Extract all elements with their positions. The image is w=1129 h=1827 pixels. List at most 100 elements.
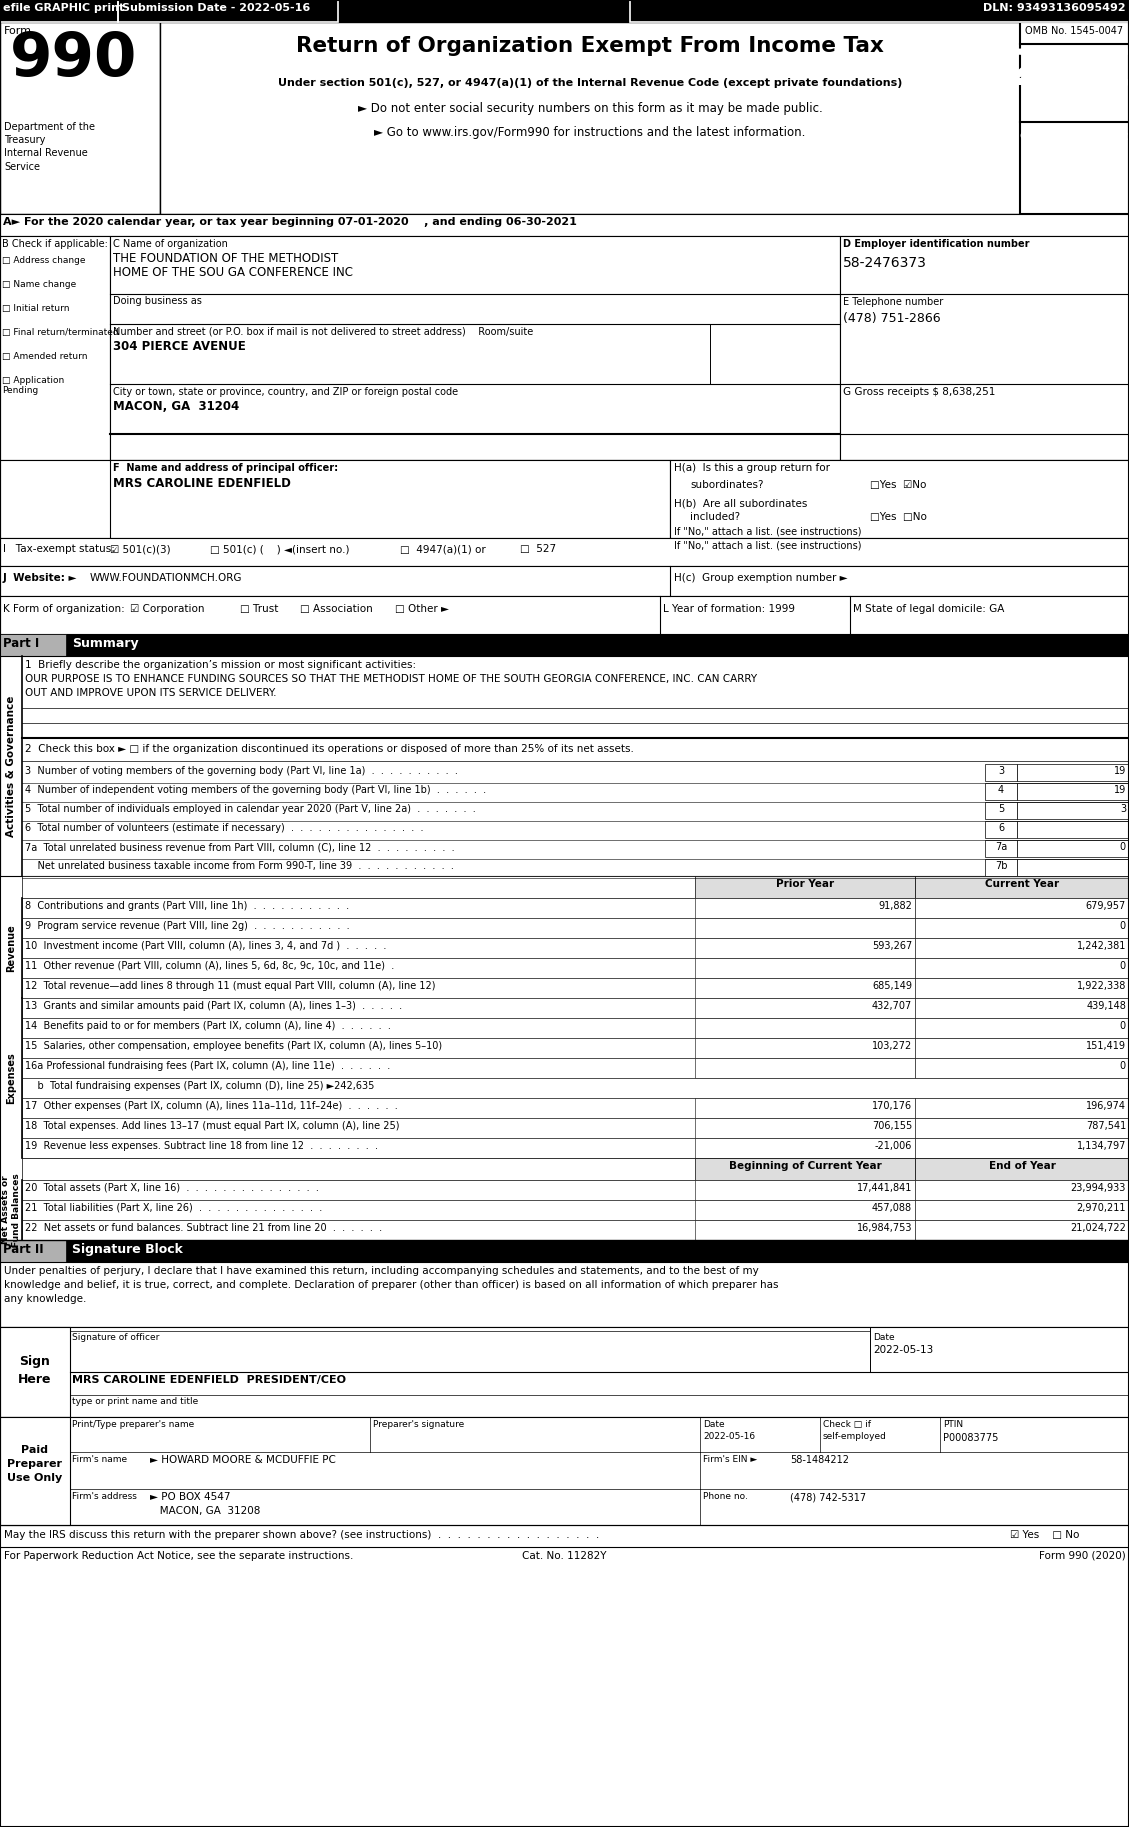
Text: Signature of officer: Signature of officer: [72, 1334, 159, 1343]
Bar: [21, 917, 1129, 937]
Bar: [914, 1220, 1129, 1241]
Text: 990: 990: [10, 29, 138, 90]
Text: knowledge and belief, it is true, correct, and complete. Declaration of preparer: knowledge and belief, it is true, correc…: [5, 1281, 779, 1290]
Text: OUR PURPOSE IS TO ENHANCE FUNDING SOURCES SO THAT THE METHODIST HOME OF THE SOUT: OUR PURPOSE IS TO ENHANCE FUNDING SOURCE…: [25, 674, 758, 683]
Bar: [914, 1058, 1129, 1078]
Text: 685,149: 685,149: [872, 981, 912, 990]
Bar: [984, 764, 1017, 780]
Bar: [695, 1220, 914, 1241]
Bar: [1017, 840, 1129, 857]
Text: Check □ if: Check □ if: [823, 1420, 870, 1429]
Text: I   Tax-exempt status:: I Tax-exempt status:: [3, 544, 115, 554]
Text: Expenses: Expenses: [6, 1052, 16, 1104]
Text: 593,267: 593,267: [872, 941, 912, 952]
Text: May the IRS discuss this return with the preparer shown above? (see instructions: May the IRS discuss this return with the…: [5, 1529, 599, 1540]
Bar: [914, 1098, 1129, 1118]
Bar: [984, 784, 1017, 800]
Text: Paid
Preparer
Use Only: Paid Preparer Use Only: [8, 1445, 62, 1484]
Text: 19: 19: [1113, 786, 1126, 795]
Bar: [160, 22, 1019, 214]
Text: DLN: 93493136095492: DLN: 93493136095492: [983, 4, 1126, 13]
Text: 19  Revenue less expenses. Subtract line 18 from line 12  .  .  .  .  .  .  .  .: 19 Revenue less expenses. Subtract line …: [25, 1142, 378, 1151]
Text: Sign
Here: Sign Here: [18, 1356, 52, 1387]
Text: 14  Benefits paid to or for members (Part IX, column (A), line 4)  .  .  .  .  .: 14 Benefits paid to or for members (Part…: [25, 1021, 391, 1030]
Text: Open to Public
Inspection: Open to Public Inspection: [1021, 130, 1129, 161]
Text: Firm's address: Firm's address: [72, 1493, 137, 1502]
Bar: [695, 917, 914, 937]
Text: 0: 0: [1120, 921, 1126, 932]
Text: 23,994,933: 23,994,933: [1070, 1184, 1126, 1193]
Bar: [695, 937, 914, 957]
Bar: [21, 957, 1129, 977]
Text: 7a: 7a: [995, 842, 1007, 851]
Bar: [695, 1158, 914, 1180]
Bar: [21, 998, 1129, 1018]
Bar: [21, 1018, 1129, 1038]
Bar: [695, 1138, 914, 1158]
Text: 151,419: 151,419: [1086, 1041, 1126, 1051]
Text: Current Year: Current Year: [984, 879, 1059, 890]
Text: 7a  Total unrelated business revenue from Part VIII, column (C), line 12  .  .  : 7a Total unrelated business revenue from…: [25, 842, 455, 851]
Text: WWW.FOUNDATIONMCH.ORG: WWW.FOUNDATIONMCH.ORG: [90, 574, 243, 583]
Text: Date: Date: [873, 1334, 894, 1343]
Text: C Name of organization: C Name of organization: [113, 239, 228, 248]
Text: 3: 3: [998, 766, 1004, 776]
Text: 5: 5: [998, 804, 1004, 815]
Text: □  527: □ 527: [520, 544, 557, 554]
Text: 16a Professional fundraising fees (Part IX, column (A), line 11e)  .  .  .  .  .: 16a Professional fundraising fees (Part …: [25, 1061, 391, 1071]
Bar: [0, 22, 160, 214]
Text: F  Name and address of principal officer:: F Name and address of principal officer:: [113, 462, 338, 473]
Text: H(a)  Is this a group return for: H(a) Is this a group return for: [674, 462, 830, 473]
Text: 0: 0: [1120, 1061, 1126, 1071]
Bar: [0, 656, 1129, 875]
Text: K Form of organization:: K Form of organization:: [3, 605, 124, 614]
Text: 17,441,841: 17,441,841: [857, 1184, 912, 1193]
Text: If "No," attach a list. (see instructions): If "No," attach a list. (see instruction…: [674, 541, 861, 552]
Bar: [695, 1118, 914, 1138]
Bar: [21, 1180, 1129, 1200]
Text: J  Website: ►: J Website: ►: [3, 574, 78, 583]
Bar: [21, 1118, 1129, 1138]
Text: □ Address change: □ Address change: [2, 256, 86, 265]
Bar: [914, 1118, 1129, 1138]
Text: □  4947(a)(1) or: □ 4947(a)(1) or: [400, 544, 485, 554]
Bar: [110, 460, 669, 537]
Text: 2020: 2020: [1006, 48, 1129, 95]
Bar: [695, 1018, 914, 1038]
Bar: [0, 566, 1129, 596]
Bar: [21, 1098, 1129, 1118]
Text: 91,882: 91,882: [878, 901, 912, 912]
Text: E Telephone number: E Telephone number: [843, 298, 943, 307]
Text: Submission Date - 2022-05-16: Submission Date - 2022-05-16: [122, 4, 310, 13]
Text: □ Trust: □ Trust: [240, 605, 279, 614]
Bar: [695, 977, 914, 998]
Bar: [914, 1200, 1129, 1220]
Text: b  Total fundraising expenses (Part IX, column (D), line 25) ►242,635: b Total fundraising expenses (Part IX, c…: [25, 1082, 375, 1091]
Bar: [695, 1200, 914, 1220]
Text: Revenue: Revenue: [6, 924, 16, 972]
Text: Number and street (or P.O. box if mail is not delivered to street address)    Ro: Number and street (or P.O. box if mail i…: [113, 327, 533, 336]
Text: Signature Block: Signature Block: [72, 1242, 183, 1255]
Text: 432,707: 432,707: [872, 1001, 912, 1010]
Text: 4  Number of independent voting members of the governing body (Part VI, line 1b): 4 Number of independent voting members o…: [25, 786, 487, 795]
Text: □Yes  ☑No: □Yes ☑No: [870, 481, 927, 490]
Bar: [21, 1138, 1129, 1158]
Text: □Yes  □No: □Yes □No: [870, 512, 927, 523]
Text: 457,088: 457,088: [872, 1202, 912, 1213]
Text: 1  Briefly describe the organization’s mission or most significant activities:: 1 Briefly describe the organization’s mi…: [25, 660, 417, 671]
Text: any knowledge.: any knowledge.: [5, 1294, 87, 1304]
Text: ► PO BOX 4547: ► PO BOX 4547: [150, 1493, 230, 1502]
Text: type or print name and title: type or print name and title: [72, 1398, 199, 1407]
Text: ☑ 501(c)(3): ☑ 501(c)(3): [110, 544, 170, 554]
Bar: [0, 1418, 70, 1526]
Text: 22  Net assets or fund balances. Subtract line 21 from line 20  .  .  .  .  .  .: 22 Net assets or fund balances. Subtract…: [25, 1222, 382, 1233]
Bar: [695, 1180, 914, 1200]
Text: MRS CAROLINE EDENFIELD  PRESIDENT/CEO: MRS CAROLINE EDENFIELD PRESIDENT/CEO: [72, 1376, 345, 1385]
Text: 6: 6: [998, 822, 1004, 833]
Bar: [0, 1241, 65, 1262]
Bar: [984, 840, 1017, 857]
Text: D Employer identification number: D Employer identification number: [843, 239, 1030, 248]
Bar: [21, 899, 1129, 917]
Text: 2,970,211: 2,970,211: [1076, 1202, 1126, 1213]
Bar: [695, 1058, 914, 1078]
